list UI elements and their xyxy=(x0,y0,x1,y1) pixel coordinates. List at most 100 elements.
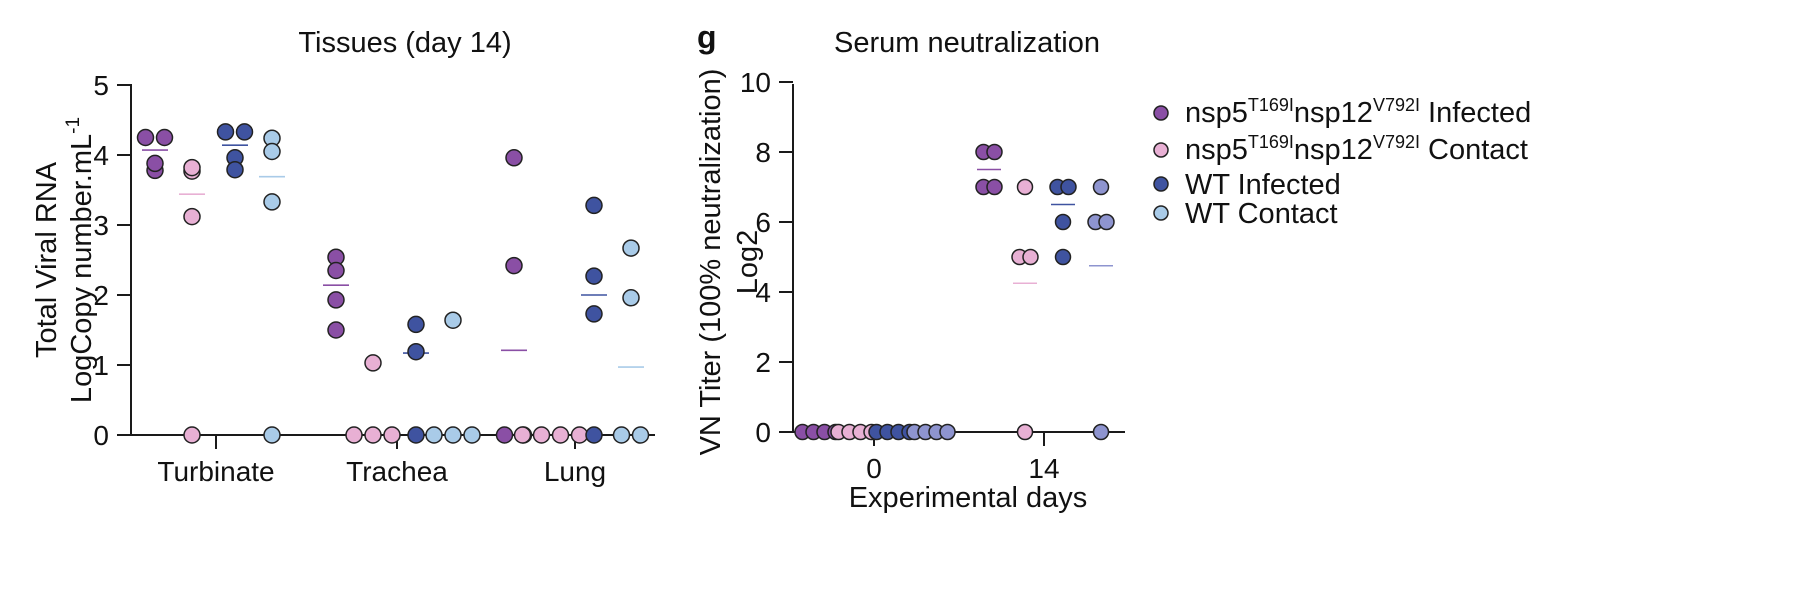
tissue-point-wt-contact xyxy=(444,311,462,329)
tissue-x-ticks: Turbinate Trachea Lung xyxy=(157,435,606,487)
legend-label-nsp-infected: nsp5T169Insp12V792I Infected xyxy=(1185,95,1531,129)
tissue-point-nsp-contact xyxy=(532,426,551,444)
legend-marker-nsp-infected xyxy=(1153,105,1169,121)
serum-y-label-line2: Log2 xyxy=(732,230,764,295)
serum-y-tick-label: 10 xyxy=(740,67,771,98)
serum-y-ticks: 0 2 4 6 8 10 xyxy=(740,67,793,448)
panel-letter: g xyxy=(697,19,717,55)
tissue-point-nsp-infected xyxy=(327,321,345,339)
tissue-point-wt-contact xyxy=(263,193,281,211)
tissue-y-tick-label: 0 xyxy=(93,420,109,451)
tissue-point-wt-contact xyxy=(622,239,640,257)
legend-marker-nsp-contact xyxy=(1153,142,1169,158)
tissue-y-label-line2: LogCopy number.mL-1 xyxy=(63,117,98,403)
legend-marker-wt-contact xyxy=(1153,205,1169,221)
serum-point-wt-infected xyxy=(1060,178,1077,196)
serum-x-tick-label: 0 xyxy=(866,453,882,484)
serum-point-wt-contact xyxy=(1092,178,1110,196)
tissue-point-nsp-contact xyxy=(383,426,401,444)
serum-point-nsp-contact xyxy=(1022,248,1039,266)
legend-label-nsp-contact: nsp5T169Insp12V792I Contact xyxy=(1185,132,1528,166)
serum-chart: g Serum neutralization VN Titer (100% ne… xyxy=(695,19,1125,514)
serum-y-tick-label: 6 xyxy=(755,207,771,238)
tissue-y-label-line2-base: LogCopy number.mL xyxy=(66,134,98,403)
tissue-point-wt-contact xyxy=(612,426,631,444)
tissue-x-tick-label: Trachea xyxy=(346,456,448,487)
serum-point-wt-infected xyxy=(1054,213,1072,231)
tissue-point-wt-infected xyxy=(407,315,425,334)
serum-point-nsp-infected xyxy=(986,178,1003,196)
tissue-point-nsp-contact xyxy=(183,426,201,444)
serum-y-tick-label: 4 xyxy=(755,277,771,308)
legend: nsp5T169Insp12V792I Infected nsp5T169Ins… xyxy=(1153,95,1531,230)
tissue-point-nsp-infected xyxy=(495,426,514,444)
legend-item-wt-contact: WT Contact xyxy=(1153,198,1338,230)
tissue-point-nsp-contact xyxy=(345,426,363,444)
tissue-point-nsp-contact xyxy=(513,426,532,444)
tissue-y-tick-label: 3 xyxy=(93,210,109,241)
tissue-point-wt-contact xyxy=(425,426,443,444)
serum-point-wt-contact xyxy=(939,423,956,441)
tissue-point-wt-contact xyxy=(463,426,481,444)
tissue-point-wt-infected xyxy=(407,426,425,444)
serum-point-wt-contact xyxy=(1092,423,1110,441)
legend-item-nsp-infected: nsp5T169Insp12V792I Infected xyxy=(1153,95,1531,129)
tissue-point-nsp-contact xyxy=(364,354,382,372)
serum-y-tick-label: 2 xyxy=(755,347,771,378)
tissue-chart-title: Tissues (day 14) xyxy=(298,27,511,59)
legend-label-wt-contact: WT Contact xyxy=(1185,198,1338,230)
tissue-point-wt-contact xyxy=(622,289,640,307)
serum-points xyxy=(794,143,1115,441)
serum-point-nsp-contact xyxy=(1016,423,1034,441)
tissue-point-nsp-contact xyxy=(551,426,570,444)
tissue-point-nsp-infected xyxy=(505,256,523,275)
tissue-chart: Tissues (day 14) Total Viral RNA LogCopy… xyxy=(31,27,655,487)
serum-x-tick-label: 14 xyxy=(1028,453,1059,484)
tissue-point-nsp-infected xyxy=(155,128,174,147)
tissue-point-wt-infected xyxy=(216,123,235,141)
serum-chart-title: Serum neutralization xyxy=(834,27,1100,59)
tissue-y-tick-label: 5 xyxy=(93,70,109,101)
tissue-y-label-line2-sup: -1 xyxy=(63,117,84,134)
tissue-y-label-line1: Total Viral RNA xyxy=(31,161,63,358)
tissue-point-nsp-infected xyxy=(146,154,164,173)
tissue-x-tick-label: Lung xyxy=(544,456,606,487)
tissue-y-tick-label: 4 xyxy=(93,140,109,171)
serum-point-nsp-contact xyxy=(1016,178,1034,196)
serum-y-tick-label: 0 xyxy=(755,417,771,448)
tissue-point-nsp-infected xyxy=(327,261,345,280)
legend-item-wt-infected: WT Infected xyxy=(1153,169,1341,201)
tissue-point-wt-contact xyxy=(263,142,281,161)
tissue-point-wt-infected xyxy=(585,305,603,323)
legend-marker-wt-infected xyxy=(1153,176,1169,192)
serum-y-tick-label: 8 xyxy=(755,137,771,168)
tissue-point-wt-contact xyxy=(631,426,650,444)
tissue-point-wt-contact xyxy=(263,426,281,444)
tissue-point-wt-infected xyxy=(235,123,254,141)
tissue-point-nsp-infected xyxy=(327,291,345,309)
tissue-point-nsp-infected xyxy=(505,149,523,167)
serum-point-nsp-infected xyxy=(986,143,1003,161)
serum-point-wt-infected xyxy=(1054,248,1072,266)
tissue-point-nsp-contact xyxy=(183,158,201,177)
tissue-point-wt-infected xyxy=(407,342,425,361)
tissue-point-nsp-infected xyxy=(136,128,155,147)
tissue-point-wt-infected xyxy=(585,196,603,215)
tissue-y-ticks: 0 1 2 3 4 5 xyxy=(93,70,131,451)
legend-label-wt-infected: WT Infected xyxy=(1185,169,1341,201)
serum-x-label: Experimental days xyxy=(849,482,1088,514)
serum-y-label-line1: VN Titer (100% neutralization) xyxy=(695,69,727,456)
tissue-points xyxy=(136,123,650,444)
tissue-y-tick-label: 1 xyxy=(93,350,109,381)
tissue-point-wt-infected xyxy=(585,267,603,285)
tissue-y-tick-label: 2 xyxy=(93,280,109,311)
tissue-point-nsp-contact xyxy=(364,426,382,444)
serum-mean-lines xyxy=(977,168,1113,285)
tissue-point-nsp-contact xyxy=(183,207,201,226)
tissue-point-wt-contact xyxy=(444,426,462,444)
legend-item-nsp-contact: nsp5T169Insp12V792I Contact xyxy=(1153,132,1528,166)
serum-x-ticks: 0 14 xyxy=(866,432,1060,484)
tissue-point-wt-infected xyxy=(585,426,603,444)
serum-point-wt-contact xyxy=(1098,213,1115,231)
